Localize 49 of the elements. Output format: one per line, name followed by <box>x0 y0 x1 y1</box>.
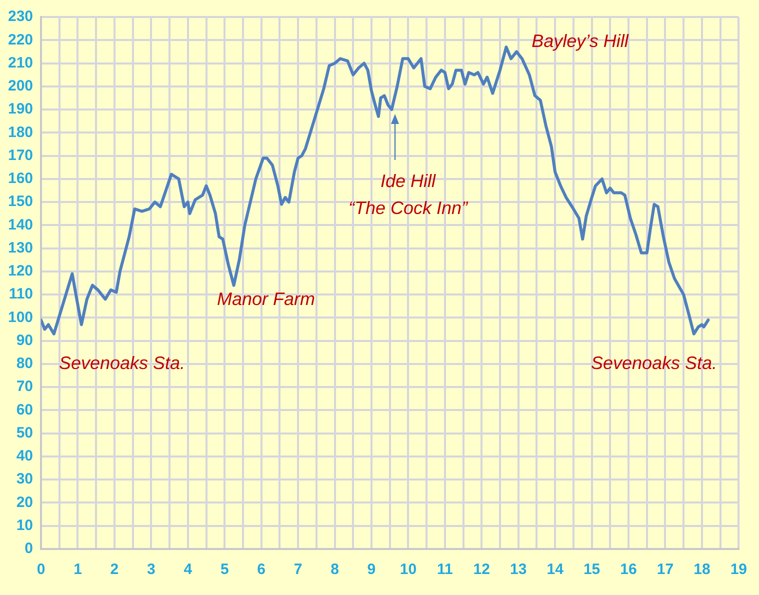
y-tick-label: 0 <box>24 540 34 558</box>
x-tick-label: 7 <box>294 561 302 578</box>
y-tick-label: 170 <box>8 146 34 164</box>
x-tick-label: 18 <box>694 561 710 578</box>
x-tick-label: 10 <box>400 561 417 578</box>
y-tick-label: 90 <box>16 332 34 349</box>
y-tick-label: 40 <box>16 448 34 465</box>
x-tick-label: 15 <box>583 561 600 578</box>
x-tick-label: 6 <box>257 561 266 578</box>
x-tick-label: 14 <box>546 561 564 578</box>
annotation: Bayley’s Hill <box>532 31 630 51</box>
y-tick-label: 230 <box>8 8 34 26</box>
x-tick-label: 12 <box>473 561 490 578</box>
y-tick-label: 60 <box>16 401 34 418</box>
annotation: Sevenoaks Sta. <box>590 353 718 373</box>
x-tick-label: 1 <box>74 561 82 578</box>
x-tick-label: 13 <box>510 561 527 578</box>
y-tick-label: 140 <box>8 216 34 234</box>
y-tick-label: 30 <box>16 470 34 488</box>
y-tick-label: 160 <box>8 170 34 188</box>
y-tick-label: 210 <box>8 54 34 72</box>
y-tick-label: 150 <box>8 193 34 210</box>
y-tick-label: 130 <box>8 239 34 256</box>
annotation: Ide Hill “The Cock Inn” <box>348 171 469 218</box>
y-tick-label: 100 <box>8 308 34 326</box>
y-tick-label: 70 <box>16 378 34 396</box>
y-tick-label: 120 <box>8 262 34 280</box>
x-tick-label: 9 <box>367 561 376 578</box>
y-tick-label: 200 <box>8 78 34 95</box>
y-tick-label: 10 <box>16 517 34 534</box>
x-tick-label: 16 <box>620 561 637 578</box>
x-tick-label: 17 <box>656 561 674 578</box>
y-tick-label: 180 <box>8 124 34 141</box>
x-tick-label: 3 <box>147 561 156 578</box>
x-tick-label: 5 <box>220 561 229 578</box>
x-tick-label: 19 <box>730 561 747 578</box>
y-tick-label: 110 <box>8 286 34 303</box>
x-tick-label: 8 <box>330 561 339 578</box>
annotation: Manor Farm <box>216 289 316 309</box>
y-tick-label: 190 <box>8 100 34 118</box>
x-tick-label: 4 <box>184 561 193 578</box>
y-tick-label: 80 <box>16 355 34 372</box>
y-tick-label: 50 <box>16 424 34 442</box>
x-tick-label: 0 <box>36 561 46 578</box>
x-tick-label: 11 <box>436 561 453 578</box>
annotation: Sevenoaks Sta. <box>58 353 186 373</box>
y-tick-label: 220 <box>8 31 34 48</box>
x-tick-label: 2 <box>110 561 119 578</box>
y-tick-label: 20 <box>16 494 34 511</box>
